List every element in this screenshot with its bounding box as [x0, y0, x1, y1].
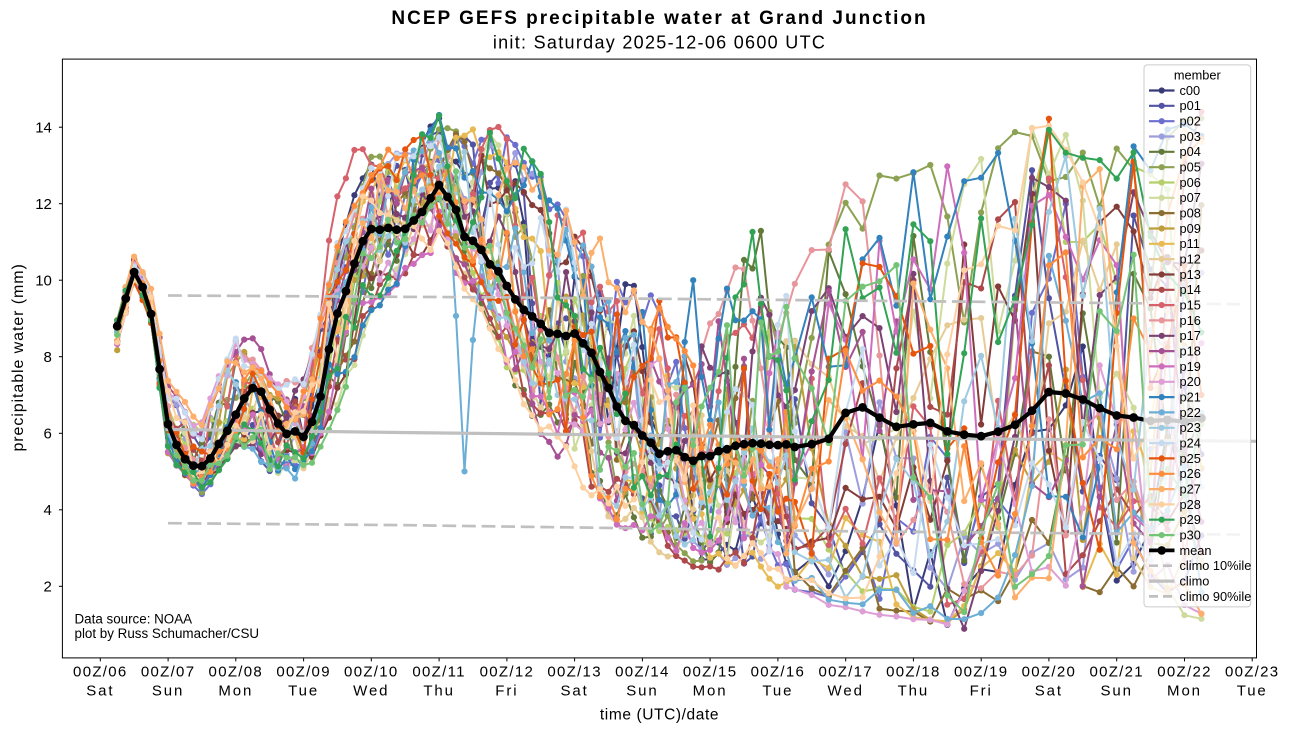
svg-text:00Z/22: 00Z/22 [1157, 663, 1212, 680]
svg-text:p16: p16 [1180, 313, 1201, 328]
svg-text:2: 2 [44, 579, 52, 596]
svg-text:6: 6 [44, 426, 52, 443]
svg-text:climo 10%ile: climo 10%ile [1180, 558, 1252, 573]
svg-text:p28: p28 [1180, 497, 1201, 512]
svg-text:climo 90%ile: climo 90%ile [1180, 589, 1252, 604]
svg-text:Sat: Sat [560, 683, 588, 700]
svg-text:00Z/06: 00Z/06 [73, 663, 128, 680]
svg-text:Mon: Mon [1167, 683, 1202, 700]
svg-text:Tue: Tue [288, 683, 319, 700]
svg-text:p19: p19 [1180, 359, 1201, 374]
svg-text:Tue: Tue [1237, 683, 1268, 700]
svg-text:4: 4 [44, 502, 52, 519]
svg-text:00Z/12: 00Z/12 [480, 663, 535, 680]
svg-text:p26: p26 [1180, 466, 1201, 481]
svg-text:c00: c00 [1180, 83, 1201, 98]
svg-text:p05: p05 [1180, 160, 1201, 175]
svg-text:p17: p17 [1180, 328, 1201, 343]
svg-text:Mon: Mon [693, 683, 728, 700]
svg-text:p07: p07 [1180, 190, 1201, 205]
svg-text:00Z/19: 00Z/19 [954, 663, 1009, 680]
svg-text:00Z/17: 00Z/17 [818, 663, 873, 680]
svg-text:p18: p18 [1180, 344, 1201, 359]
svg-text:00Z/14: 00Z/14 [615, 663, 670, 680]
svg-text:p24: p24 [1180, 436, 1201, 451]
svg-text:Sat: Sat [1035, 683, 1063, 700]
svg-text:Thu: Thu [423, 683, 455, 700]
svg-text:Mon: Mon [218, 683, 253, 700]
svg-text:p01: p01 [1180, 98, 1201, 113]
svg-text:p09: p09 [1180, 221, 1201, 236]
svg-text:p29: p29 [1180, 512, 1201, 527]
svg-text:Wed: Wed [828, 683, 864, 700]
svg-text:member: member [1174, 68, 1222, 83]
svg-text:Wed: Wed [353, 683, 389, 700]
svg-text:Tue: Tue [762, 683, 793, 700]
svg-text:10: 10 [35, 272, 52, 289]
svg-text:climo: climo [1180, 574, 1210, 589]
svg-text:00Z/13: 00Z/13 [547, 663, 602, 680]
svg-text:p27: p27 [1180, 482, 1201, 497]
svg-text:p11: p11 [1180, 236, 1200, 251]
svg-text:00Z/15: 00Z/15 [683, 663, 738, 680]
svg-text:00Z/16: 00Z/16 [751, 663, 806, 680]
svg-text:00Z/11: 00Z/11 [412, 663, 465, 680]
svg-text:14: 14 [35, 119, 52, 136]
svg-text:00Z/18: 00Z/18 [886, 663, 941, 680]
svg-text:00Z/23: 00Z/23 [1225, 663, 1280, 680]
svg-text:Thu: Thu [898, 683, 930, 700]
svg-text:Fri: Fri [495, 683, 518, 700]
svg-text:p22: p22 [1180, 405, 1201, 420]
svg-text:Sun: Sun [1101, 683, 1133, 700]
svg-text:NCEP GEFS precipitable water a: NCEP GEFS precipitable water at Grand Ju… [391, 8, 927, 29]
svg-text:00Z/09: 00Z/09 [276, 663, 331, 680]
svg-text:p03: p03 [1180, 129, 1201, 144]
svg-text:p08: p08 [1180, 206, 1201, 221]
svg-text:Sun: Sun [626, 683, 658, 700]
svg-text:p23: p23 [1180, 420, 1201, 435]
svg-text:p14: p14 [1180, 282, 1201, 297]
svg-text:p20: p20 [1180, 374, 1201, 389]
svg-text:p21: p21 [1180, 390, 1201, 405]
svg-text:00Z/07: 00Z/07 [141, 663, 196, 680]
svg-text:12: 12 [35, 196, 52, 213]
svg-text:p25: p25 [1180, 451, 1201, 466]
svg-text:00Z/20: 00Z/20 [1022, 663, 1077, 680]
svg-text:p13: p13 [1180, 267, 1201, 282]
svg-text:p30: p30 [1180, 528, 1201, 543]
svg-text:Sat: Sat [86, 683, 114, 700]
svg-text:p12: p12 [1180, 252, 1201, 267]
svg-text:8: 8 [44, 349, 52, 366]
svg-text:precipitable water (mm): precipitable water (mm) [10, 263, 27, 451]
svg-text:mean: mean [1180, 543, 1212, 558]
svg-text:p15: p15 [1180, 298, 1201, 313]
svg-text:time (UTC)/date: time (UTC)/date [600, 707, 719, 724]
svg-text:plot by Russ Schumacher/CSU: plot by Russ Schumacher/CSU [75, 626, 260, 641]
svg-text:p06: p06 [1180, 175, 1201, 190]
svg-text:00Z/08: 00Z/08 [209, 663, 264, 680]
svg-text:Sun: Sun [152, 683, 184, 700]
svg-text:00Z/21: 00Z/21 [1089, 663, 1144, 680]
svg-text:init: Saturday 2025-12-06 0600: init: Saturday 2025-12-06 0600 UTC [493, 33, 826, 53]
svg-text:Data source: NOAA: Data source: NOAA [75, 612, 193, 627]
svg-text:00Z/10: 00Z/10 [344, 663, 399, 680]
svg-text:p04: p04 [1180, 144, 1201, 159]
svg-text:p02: p02 [1180, 114, 1201, 129]
svg-text:Fri: Fri [970, 683, 993, 700]
